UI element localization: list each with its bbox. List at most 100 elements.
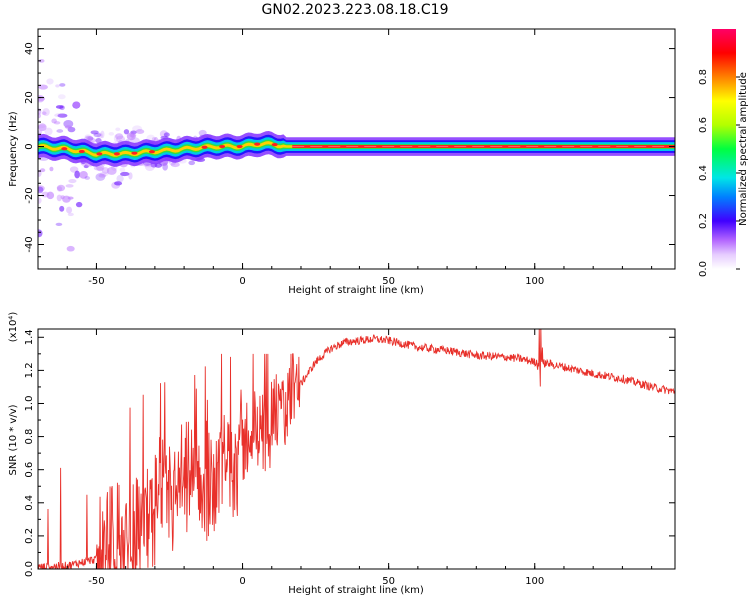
page-title: GN02.2023.223.08.18.C19 [261,2,449,18]
heatmap-blob [38,113,42,119]
heatmap-blob [38,229,43,238]
heatmap-blob [42,108,50,116]
heatmap-peak [131,151,138,155]
x-tick-label: -50 [88,576,104,587]
snr-y-axis-label: SNR (10 * v/v) [8,404,19,475]
heatmap-blob [55,84,60,88]
heatmap-peak [254,142,261,146]
y-tick-label: 0.2 [24,528,35,544]
heatmap-blob [128,172,133,180]
snr-series-line [38,329,675,569]
heatmap-blob [46,191,55,200]
heatmap-blob [38,186,44,194]
y-tick-label: 1.4 [24,329,35,345]
heatmap-blob [132,125,143,133]
heatmap-blob [54,113,64,118]
colorbar-tick-label: 0.4 [698,165,709,181]
colorbar-tick-label: 0.2 [698,213,709,229]
heatmap-blob [115,127,121,132]
heatmap-peak [61,147,68,151]
heatmap-blob [170,162,180,168]
heatmap-blob [65,184,74,188]
x-tick-label: -50 [88,276,104,287]
heatmap-peak [96,152,103,156]
y-tick-label: 1.2 [24,362,35,378]
heatmap-blob [39,168,46,173]
heatmap-blob [114,181,123,186]
heatmap-blob [60,195,65,200]
y-tick-label: 0.4 [24,495,35,511]
heatmap-blob [115,133,124,140]
heatmap-peak [219,144,226,149]
y-tick-label: 1.0 [24,396,35,412]
heatmap-blob [38,197,42,204]
spectrogram-y-axis-label: Frequency (Hz) [8,111,19,187]
colorbar-tick-label: 0.6 [698,117,709,133]
heatmap-peak [236,144,243,149]
heatmap-blob [56,184,66,192]
x-tick-label: 0 [239,576,245,587]
heatmap-peak [201,145,208,149]
y-tick-label: 0.6 [24,462,35,478]
heatmap-blob [129,133,137,138]
colorbar-label: Normalized spectral amplitude [738,72,749,226]
heatmap-blob [56,129,64,133]
colorbar-gradient [712,29,736,269]
heatmap-blob [84,134,92,139]
x-tick-label: 100 [525,276,544,287]
snr-frame [37,328,676,570]
colorbar: 0.0 0.2 0.4 0.6 0.8 Normalized spectral ampl… [698,29,749,277]
heatmap-blob [38,185,45,192]
x-tick-label: 0 [239,276,245,287]
heatmap-blob [56,186,63,192]
heatmap-blob [68,178,77,184]
heatmap-blob [59,83,66,87]
heatmap-blob [113,134,118,143]
heatmap-blob [96,164,105,172]
y-tick-label: 0.8 [24,429,35,445]
heatmap-blob [41,111,47,115]
heatmap-blob [38,129,43,135]
heatmap-blob [144,163,155,172]
heatmap-blob [120,171,130,177]
heatmap-blob [67,212,74,217]
y-tick-label: -40 [24,236,35,252]
y-tick-label: -20 [24,187,35,203]
heatmap-blob [66,245,75,252]
heatmap-blob [188,160,196,166]
y-tick-label: 20 [24,91,35,104]
heatmap-blob [53,121,61,125]
x-tick-label: 50 [382,576,395,587]
heatmap-blob [126,132,136,141]
snr-panel: -50 0 50 100 0.0 0.2 0.4 0.6 0.8 1.0 1.2 1.4 Height… [8,312,676,596]
heatmap-blob [64,125,72,129]
heatmap-blob [72,101,81,109]
heatmap-blob [116,174,124,183]
heatmap-blob [108,132,115,136]
heatmap-blob [75,201,83,208]
heatmap-blob [56,194,62,202]
heatmap-blob [87,136,94,141]
heatmap-blob [38,58,45,63]
snr-x-axis-label: Height of straight line (km) [288,585,424,596]
heatmap-blob [135,129,145,135]
heatmap-peak [78,149,85,154]
heatmap-blob [123,129,130,135]
heatmap-blob [49,166,54,172]
heatmap-blob [38,123,47,132]
heatmap-blob [143,164,154,168]
snr-scale-note: (x10⁴) [8,312,19,343]
heatmap-peak [271,142,278,147]
heatmap-blob [67,196,74,200]
heatmap-blob [57,94,66,100]
heatmap-blob [95,137,102,144]
heatmap-band-yellow [38,141,675,157]
heatmap-blob [66,206,73,214]
heatmap-blob [151,137,157,141]
heatmap-blob [74,170,81,179]
heatmap-blob [93,166,104,171]
x-tick-label: 50 [382,276,395,287]
heatmap-blob [59,205,65,212]
heatmap-blob [51,118,57,124]
